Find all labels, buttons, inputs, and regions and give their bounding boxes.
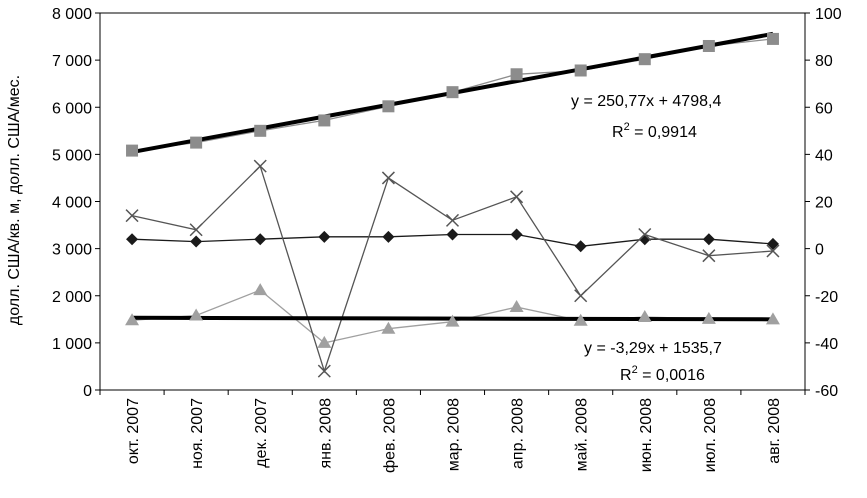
- marker-x: [574, 289, 588, 303]
- marker-square: [638, 53, 651, 66]
- marker-triangle: [317, 335, 332, 348]
- marker-diamond: [126, 233, 139, 246]
- category-label: июл. 2008: [702, 398, 719, 473]
- trend-upper-r2: R2 = 0,9914: [612, 121, 697, 141]
- right-axis-ticks: -60 -40 -20 0 20 40 60 80 100: [805, 6, 842, 400]
- marker-square: [126, 144, 139, 157]
- marker-triangle: [509, 300, 524, 313]
- marker-diamond: [382, 230, 395, 243]
- marker-square: [446, 86, 459, 99]
- left-tick-label: 7 000: [52, 53, 92, 70]
- left-axis-ticks: 0 1 000 2 000 3 000 4 000 5 000 6 000 7 000 8 00…: [52, 6, 100, 400]
- category-labels: окт. 2007 ноя. 2007 дек. 2007 янв. 2008 фев.…: [99, 390, 806, 473]
- marker-x: [381, 171, 395, 185]
- left-tick-label: 3 000: [52, 242, 92, 259]
- category-label: авг. 2008: [766, 398, 783, 464]
- marker-square: [254, 124, 267, 137]
- right-tick-label: 80: [815, 53, 833, 70]
- marker-square: [574, 64, 587, 77]
- trend-lower-equation: y = -3,29x + 1535,7: [584, 340, 722, 357]
- marker-triangle: [253, 283, 268, 296]
- marker-square: [318, 114, 331, 127]
- right-tick-label: -20: [815, 289, 838, 306]
- marker-diamond: [510, 228, 523, 241]
- right-tick-label: -40: [815, 336, 838, 353]
- marker-triangle: [381, 321, 396, 334]
- marker-x: [766, 244, 780, 258]
- marker-x: [638, 227, 652, 242]
- marker-x: [189, 223, 203, 237]
- marker-triangle: [637, 309, 652, 322]
- trend-upper-r2-value: = 0,9914: [630, 124, 697, 141]
- marker-diamond: [318, 230, 331, 243]
- marker-square: [382, 100, 395, 113]
- left-tick-label: 5 000: [52, 147, 92, 164]
- category-label: ноя. 2007: [189, 398, 206, 469]
- marker-triangle: [701, 311, 716, 324]
- marker-square: [702, 39, 715, 52]
- category-label: май. 2008: [574, 398, 591, 471]
- marker-diamond: [254, 233, 267, 246]
- trend-lower-r2-sup: 2: [632, 364, 638, 376]
- trend-lower-r2: R2 = 0,0016: [620, 364, 705, 384]
- category-label: июн. 2008: [638, 398, 655, 472]
- marker-x: [510, 190, 524, 204]
- marker-x: [125, 209, 139, 223]
- trend-upper-equation: y = 250,77x + 4798,4: [571, 93, 721, 110]
- series-markers: [125, 32, 780, 378]
- category-label: янв. 2008: [317, 398, 334, 469]
- trend-upper-r2-sup: 2: [624, 121, 630, 133]
- marker-diamond: [702, 233, 715, 246]
- trend-lines: [131, 31, 774, 322]
- marker-triangle: [573, 313, 588, 326]
- left-tick-label: 8 000: [52, 6, 92, 23]
- category-label: мар. 2008: [446, 398, 463, 471]
- category-label: дек. 2007: [253, 398, 270, 468]
- right-tick-label: 60: [815, 100, 833, 117]
- right-tick-label: 100: [815, 6, 842, 23]
- marker-square: [510, 68, 523, 81]
- right-tick-label: -60: [815, 383, 838, 400]
- trend-lower-r2-prefix: R: [620, 367, 632, 384]
- marker-diamond: [638, 233, 651, 246]
- marker-diamond: [446, 228, 459, 241]
- left-tick-label: 2 000: [52, 289, 92, 306]
- right-tick-label: 20: [815, 195, 833, 212]
- left-tick-label: 6 000: [52, 100, 92, 117]
- category-label: апр. 2008: [510, 398, 527, 469]
- marker-x: [317, 364, 331, 378]
- y-axis-title: долл. США/кв. м, долл. США/мес.: [6, 75, 23, 325]
- trend-lower-r2-value: = 0,0016: [638, 367, 705, 384]
- marker-triangle: [445, 314, 460, 327]
- marker-diamond: [190, 235, 203, 248]
- right-tick-label: 40: [815, 147, 833, 164]
- left-tick-label: 0: [83, 383, 92, 400]
- plot-area-border: [99, 12, 806, 391]
- marker-x: [253, 159, 267, 173]
- marker-triangle: [125, 313, 140, 326]
- marker-diamond: [574, 240, 587, 253]
- left-tick-label: 1 000: [52, 336, 92, 353]
- plot-frame: [99, 12, 806, 391]
- category-label: фев. 2008: [381, 398, 398, 473]
- marker-triangle: [765, 312, 780, 325]
- left-tick-label: 4 000: [52, 195, 92, 212]
- marker-x: [702, 249, 716, 263]
- trend-upper-r2-prefix: R: [612, 124, 624, 141]
- marker-square: [190, 136, 203, 149]
- marker-x: [445, 213, 460, 227]
- marker-diamond: [766, 237, 779, 250]
- category-label: окт. 2007: [125, 398, 142, 464]
- marker-triangle: [189, 308, 204, 321]
- right-tick-label: 0: [815, 242, 824, 259]
- marker-square: [766, 32, 779, 45]
